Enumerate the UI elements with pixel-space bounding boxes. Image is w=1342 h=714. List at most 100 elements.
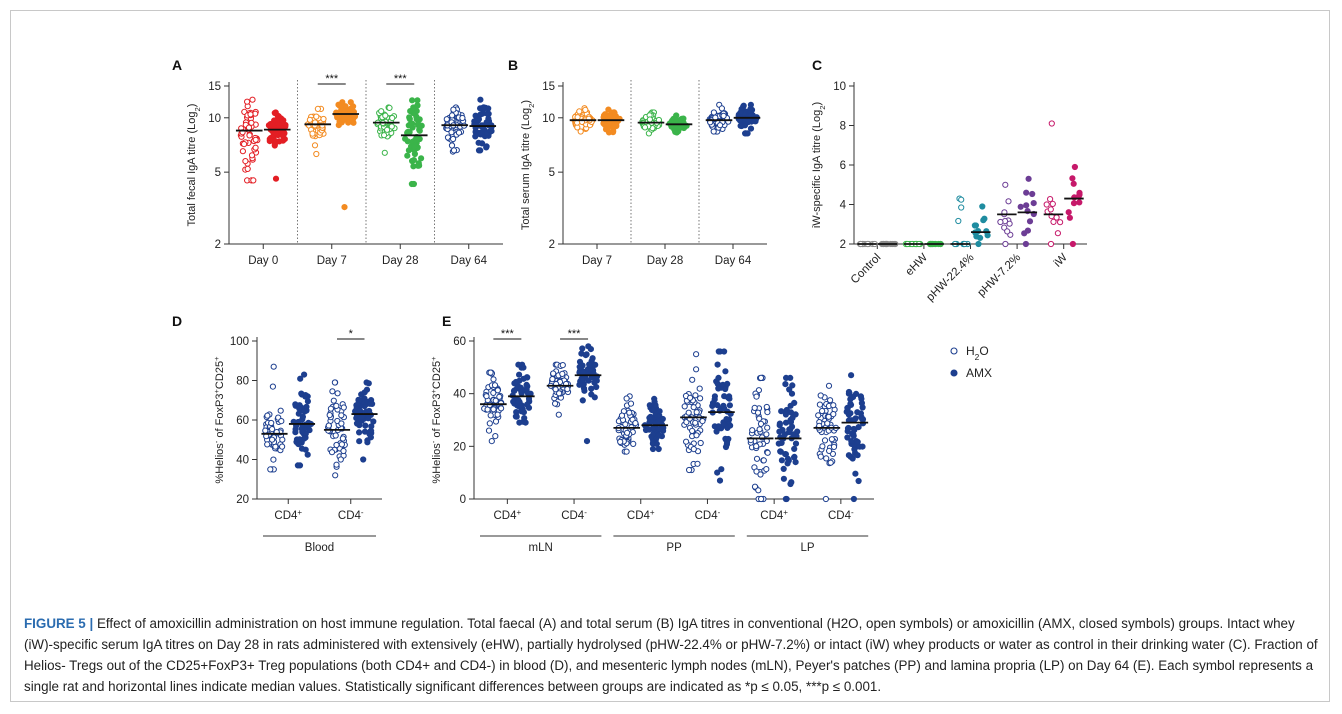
series-amx: [1064, 163, 1084, 248]
data-point: [1029, 190, 1036, 198]
data-point: [381, 149, 388, 156]
x-tick-label: Day 7: [317, 255, 347, 267]
data-point: [830, 443, 838, 450]
series-amx: [971, 203, 991, 248]
data-point: [626, 409, 633, 416]
data-point: [718, 466, 725, 473]
data-point: [492, 433, 499, 440]
data-point: [248, 152, 256, 159]
data-point: [693, 432, 700, 439]
data-point: [406, 114, 413, 121]
data-point: [854, 452, 861, 459]
data-point: [559, 362, 566, 369]
data-point: [579, 345, 586, 352]
data-point: [342, 103, 349, 110]
data-point: [745, 119, 752, 126]
data-point: [338, 420, 345, 427]
group-bracket-label: LP: [800, 542, 814, 554]
data-point: [320, 115, 327, 123]
data-point: [477, 96, 484, 103]
legend-marker-h2o: [950, 347, 958, 355]
data-point: [646, 402, 653, 409]
series-amx: [351, 379, 378, 463]
data-point: [1069, 240, 1077, 248]
data-point: [365, 415, 372, 422]
data-point: [576, 363, 583, 370]
data-point: [715, 423, 722, 430]
data-point: [579, 397, 586, 404]
data-point: [592, 361, 599, 368]
data-point: [313, 113, 320, 120]
data-point: [753, 393, 760, 400]
data-point: [727, 422, 734, 429]
data-point: [480, 104, 487, 111]
y-tick-label: 15: [208, 81, 221, 93]
data-point: [302, 430, 309, 437]
data-point: [414, 162, 422, 169]
data-point: [659, 415, 666, 423]
data-point: [311, 142, 319, 149]
data-point: [475, 147, 483, 154]
y-tick-label: 2: [840, 239, 846, 251]
y-tick-label: 0: [460, 494, 466, 506]
data-point: [697, 439, 704, 447]
data-point: [1048, 120, 1055, 127]
data-point: [686, 466, 693, 474]
data-point: [356, 397, 363, 404]
y-axis-label: %Helios- of FoxP3+CD25+: [429, 356, 444, 484]
data-point: [1006, 220, 1013, 227]
data-point: [410, 157, 417, 164]
data-point: [459, 114, 466, 122]
data-point: [656, 426, 663, 433]
data-point: [690, 446, 697, 453]
data-point: [455, 129, 463, 136]
data-point: [270, 363, 277, 370]
data-point: [333, 461, 340, 468]
data-point: [329, 388, 336, 395]
group-bracket-label: mLN: [529, 542, 553, 554]
data-point: [823, 455, 830, 462]
data-point: [1005, 198, 1012, 205]
data-point: [488, 128, 495, 135]
data-point: [521, 415, 528, 422]
data-point: [1022, 240, 1030, 248]
series-h2o: [902, 240, 924, 248]
data-point: [726, 402, 734, 409]
panel-e: E 0 20 40 60 %Helios- of FoxP3+CD25+ CD4+ CD4- C…: [429, 313, 874, 554]
data-point: [413, 116, 420, 123]
data-point: [336, 102, 343, 109]
data-point: [405, 147, 412, 154]
data-point: [693, 409, 700, 416]
data-point: [586, 361, 593, 368]
y-tick-label: 2: [215, 239, 221, 251]
figure-canvas: A 2 5 10 15 Total fecal IgA titre (Log2) Day 0…: [172, 57, 1087, 554]
data-point: [450, 135, 457, 143]
data-point: [632, 420, 639, 427]
data-point: [655, 432, 662, 439]
data-point: [483, 119, 490, 126]
y-tick-label: 6: [840, 160, 846, 172]
data-point: [268, 419, 275, 427]
data-point: [409, 124, 416, 131]
series-h2o: [480, 369, 507, 445]
data-point: [579, 377, 586, 384]
data-point: [618, 412, 626, 419]
data-point: [1050, 218, 1057, 225]
data-point: [1047, 206, 1054, 213]
data-point: [720, 421, 727, 428]
panel-letter: B: [508, 57, 518, 73]
data-point: [850, 425, 857, 433]
data-point: [297, 375, 304, 382]
data-point: [848, 372, 855, 379]
x-tick-label: CD4-: [828, 508, 854, 523]
significance-label: ***: [394, 73, 408, 85]
data-point: [649, 445, 657, 453]
data-point: [556, 390, 563, 397]
y-tick-label: 15: [542, 81, 555, 93]
data-point: [513, 413, 520, 420]
data-point: [857, 393, 865, 400]
data-point: [332, 472, 339, 479]
y-tick-label: 20: [453, 441, 466, 453]
data-point: [757, 471, 764, 478]
data-point: [1070, 180, 1077, 187]
